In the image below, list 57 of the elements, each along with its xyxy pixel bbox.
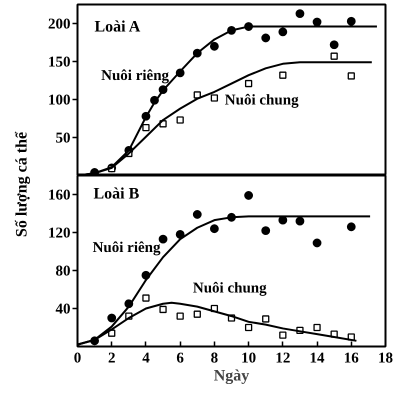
point: [262, 315, 270, 323]
x-tick-label: 6: [176, 350, 184, 366]
point: [348, 72, 355, 80]
annotation: Nuôi riêng: [92, 240, 161, 256]
point: [296, 216, 304, 226]
y-tick-label: 150: [48, 54, 70, 70]
x-tick-label: 0: [74, 350, 82, 366]
point: [278, 27, 288, 36]
point: [244, 191, 254, 200]
point: [142, 294, 150, 302]
point: [279, 72, 286, 79]
x-axis-title: Ngày: [214, 368, 250, 384]
point: [244, 80, 252, 88]
point: [312, 238, 322, 248]
x-tick-label: 2: [108, 350, 116, 366]
point: [176, 116, 184, 124]
x-tick-label: 8: [210, 350, 218, 366]
y-tick-label: 200: [48, 16, 70, 32]
point: [296, 9, 304, 18]
text: Loài A: [94, 18, 141, 36]
point: [210, 94, 218, 102]
point: [107, 314, 116, 322]
y-tick-label: 100: [48, 92, 70, 108]
annotation: Nuôi riêng: [101, 68, 170, 84]
point: [346, 16, 356, 26]
x-tick-label: 4: [142, 350, 150, 366]
point: [312, 18, 322, 26]
x-tick-label: 10: [241, 350, 256, 366]
y-tick-label: 80: [56, 264, 70, 280]
point: [330, 40, 339, 50]
x-tick-label: 18: [378, 350, 393, 366]
y-tick-label: 50: [56, 130, 70, 146]
point: [330, 52, 338, 60]
x-tick-label: 14: [310, 350, 326, 366]
point: [210, 42, 219, 51]
y-tick-label: 120: [48, 226, 70, 242]
x-tick-label: 12: [275, 350, 290, 366]
y-tick-label: 40: [56, 302, 70, 318]
text: Loài B: [94, 186, 140, 202]
point: [142, 124, 150, 132]
point: [279, 331, 286, 339]
point: [346, 222, 356, 232]
y-tick-label: 160: [48, 188, 70, 204]
point: [158, 234, 168, 244]
point: [192, 210, 202, 219]
point: [210, 224, 219, 234]
point: [176, 312, 184, 320]
point: [159, 306, 167, 314]
point: [261, 226, 270, 235]
y-axis-title: Số lượng cá thể: [14, 131, 31, 238]
x-tick-label: 16: [344, 350, 360, 366]
point: [261, 34, 270, 42]
annotation: Nuôi chung: [224, 92, 300, 108]
point: [194, 310, 201, 318]
point: [244, 324, 252, 332]
annotation: Nuôi chung: [192, 280, 268, 297]
point: [313, 324, 321, 332]
